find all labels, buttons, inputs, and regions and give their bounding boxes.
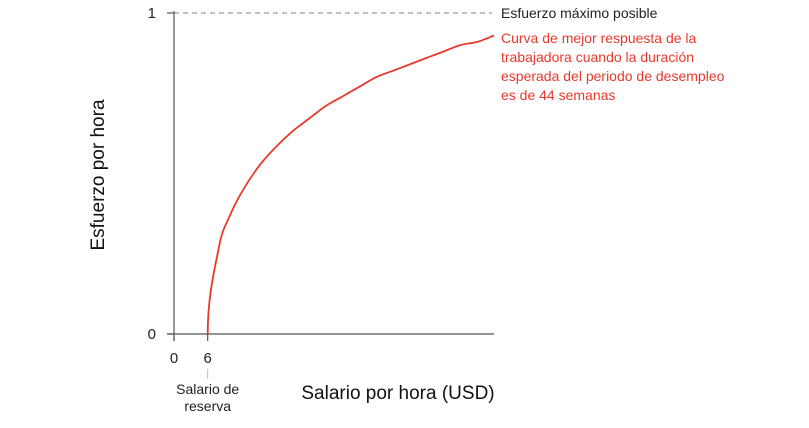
best-response-curve-label: Curva de mejor respuesta de la trabajador… xyxy=(501,30,725,103)
reservation-wage-label: Salario de reserva xyxy=(176,381,239,414)
max-effort-label: Esfuerzo máximo posible xyxy=(501,5,658,21)
x-tick-label: 0 xyxy=(170,350,178,367)
x-axis-title: Salario por hora (USD) xyxy=(301,383,494,404)
x-tick-label: 6 xyxy=(204,350,212,367)
y-axis-title: Esfuerzo por hora xyxy=(88,99,109,250)
y-tick-label: 0 xyxy=(148,326,156,343)
y-tick-label: 1 xyxy=(148,5,156,22)
best-response-curve xyxy=(206,34,495,335)
y-axis-ticks: 01 xyxy=(148,5,174,343)
